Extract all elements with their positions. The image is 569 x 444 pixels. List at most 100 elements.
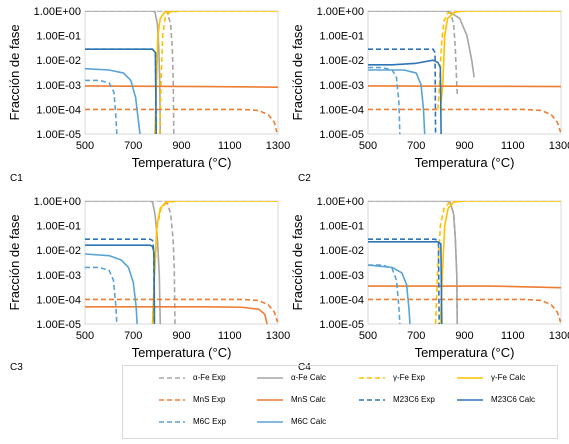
y-tick-label: 1.00E-02 [36, 245, 81, 257]
chart-c1-svg: 1.00E+00 1.00E-01 1.00E-02 1.00E-03 1.00E-04… [7, 6, 290, 170]
x-tick-label: 700 [407, 140, 425, 152]
y-tick-label: 1.00E+00 [34, 6, 81, 18]
y-tick-label: 1.00E+00 [317, 6, 364, 18]
legend-swatch [159, 399, 185, 401]
series-line-m6c-exp [85, 79, 118, 134]
series-line-alpha-fe-calc [368, 11, 475, 78]
x-tick-label: 900 [172, 140, 190, 152]
x-axis-title: Temperatura (°C) [132, 155, 232, 170]
chart-panel-c2: 1.00E+00 1.00E-01 1.00E-02 1.00E-03 1.00E-04… [288, 2, 569, 184]
chart-c2-svg: 1.00E+00 1.00E-01 1.00E-02 1.00E-03 1.00E-04… [290, 6, 569, 170]
series-line-m23c6-exp [368, 48, 437, 134]
series-line-m6c-calc [85, 253, 138, 324]
chart-panel-c3: 1.00E+00 1.00E-01 1.00E-02 1.00E-03 1.00E-04… [5, 192, 290, 373]
legend-swatch [359, 377, 385, 379]
series-line-mns-calc [85, 306, 268, 324]
legend-swatch [159, 421, 185, 423]
series-line-gamma-fe-calc [439, 201, 561, 324]
x-tick-label: 700 [407, 330, 425, 342]
chart-c3-svg: 1.00E+00 1.00E-01 1.00E-02 1.00E-03 1.00E-04… [7, 196, 290, 360]
x-tick-label: 1100 [218, 140, 242, 152]
legend-swatch [457, 399, 483, 401]
legend-swatch [159, 377, 185, 379]
y-tick-label: 1.00E-02 [36, 55, 81, 67]
series-line-m23c6-calc [85, 48, 157, 134]
chart-panel-c1: 1.00E+00 1.00E-01 1.00E-02 1.00E-03 1.00E-04… [5, 2, 290, 184]
series-line-m6c-calc [85, 67, 141, 134]
y-tick-label: 1.00E-04 [319, 294, 364, 306]
legend-swatch [457, 377, 483, 379]
x-tick-label: 500 [359, 330, 377, 342]
x-tick-label: 700 [124, 140, 142, 152]
plot-area [84, 200, 279, 325]
x-tick-label: 1300 [266, 140, 290, 152]
y-tick-label: 1.00E-04 [36, 104, 81, 116]
chart-panel-c4: 1.00E+00 1.00E-01 1.00E-02 1.00E-03 1.00E-04… [288, 192, 569, 373]
x-tick-label: 900 [172, 330, 190, 342]
series-line-m6c-calc [368, 264, 411, 324]
series-line-m6c-calc [368, 69, 426, 134]
legend-label: M6C Exp [193, 417, 226, 426]
y-tick-label: 1.00E-05 [36, 129, 81, 141]
y-tick-label: 1.00E-03 [36, 270, 81, 282]
legend-label: α-Fe Calc [291, 373, 326, 382]
x-axis-title: Temperatura (°C) [415, 345, 515, 360]
series-line-m23c6-exp [85, 238, 156, 324]
y-tick-label: 1.00E-01 [319, 221, 364, 233]
y-tick-label: 1.00E+00 [34, 196, 81, 208]
x-tick-label: 1100 [501, 140, 525, 152]
series-line-alpha-fe-calc [368, 201, 459, 324]
series-line-mns-calc [368, 285, 561, 289]
series-line-m23c6-exp [368, 238, 440, 324]
x-tick-label: 1300 [549, 140, 569, 152]
series-line-m6c-exp [368, 66, 401, 134]
x-tick-label: 900 [455, 140, 473, 152]
series-line-gamma-fe-calc [439, 11, 561, 110]
y-tick-label: 1.00E-03 [36, 80, 81, 92]
y-tick-label: 1.00E-02 [319, 55, 364, 67]
series-line-mns-exp [368, 108, 561, 133]
series-line-alpha-fe-exp [85, 201, 176, 324]
legend-swatch [257, 421, 283, 423]
y-tick-label: 1.00E-04 [36, 294, 81, 306]
legend-label: M23C6 Exp [393, 395, 435, 404]
series-line-alpha-fe-calc [85, 11, 162, 134]
series-line-mns-calc [85, 85, 278, 88]
legend-label: α-Fe Exp [193, 373, 226, 382]
legend-swatch [359, 399, 385, 401]
y-tick-label: 1.00E-03 [319, 270, 364, 282]
legend-label: M23C6 Calc [491, 395, 536, 404]
legend-swatch [257, 377, 283, 379]
panel-label-c3: C3 [10, 362, 23, 373]
series-line-gamma-fe-exp [158, 11, 278, 134]
legend-label: M6C Calc [291, 417, 327, 426]
y-tick-label: 1.00E+00 [317, 196, 364, 208]
y-tick-label: 1.00E-03 [319, 80, 364, 92]
y-tick-label: 1.00E-05 [319, 129, 364, 141]
x-tick-label: 700 [124, 330, 142, 342]
x-axis-title: Temperatura (°C) [415, 155, 515, 170]
x-tick-label: 1100 [501, 330, 525, 342]
x-tick-label: 1300 [549, 330, 569, 342]
legend-label: γ-Fe Exp [393, 373, 426, 382]
y-tick-label: 1.00E-04 [319, 104, 364, 116]
y-axis-title: Fracción de fase [7, 24, 22, 120]
y-tick-label: 1.00E-01 [36, 221, 81, 233]
y-axis-title: Fracción de fase [7, 214, 22, 310]
series-line-alpha-fe-exp [85, 11, 175, 134]
plot-area [367, 200, 562, 325]
legend-label: γ-Fe Calc [491, 373, 526, 382]
y-tick-label: 1.00E-02 [319, 245, 364, 257]
panel-label-c1: C1 [10, 173, 23, 184]
x-tick-label: 500 [76, 140, 94, 152]
series-line-mns-exp [85, 108, 278, 133]
plot-area [84, 10, 279, 135]
series-line-gamma-fe-exp [434, 201, 561, 324]
legend-label: MnS Exp [193, 395, 226, 404]
chart-legend: α-Fe Exp α-Fe Calc γ-Fe Exp γ-Fe Calc MnS Ex… [122, 365, 558, 439]
panel-label-c2: C2 [298, 173, 311, 184]
y-tick-label: 1.00E-05 [36, 319, 81, 331]
y-tick-label: 1.00E-01 [36, 31, 81, 43]
series-line-m6c-exp [85, 266, 118, 324]
y-tick-label: 1.00E-05 [319, 319, 364, 331]
